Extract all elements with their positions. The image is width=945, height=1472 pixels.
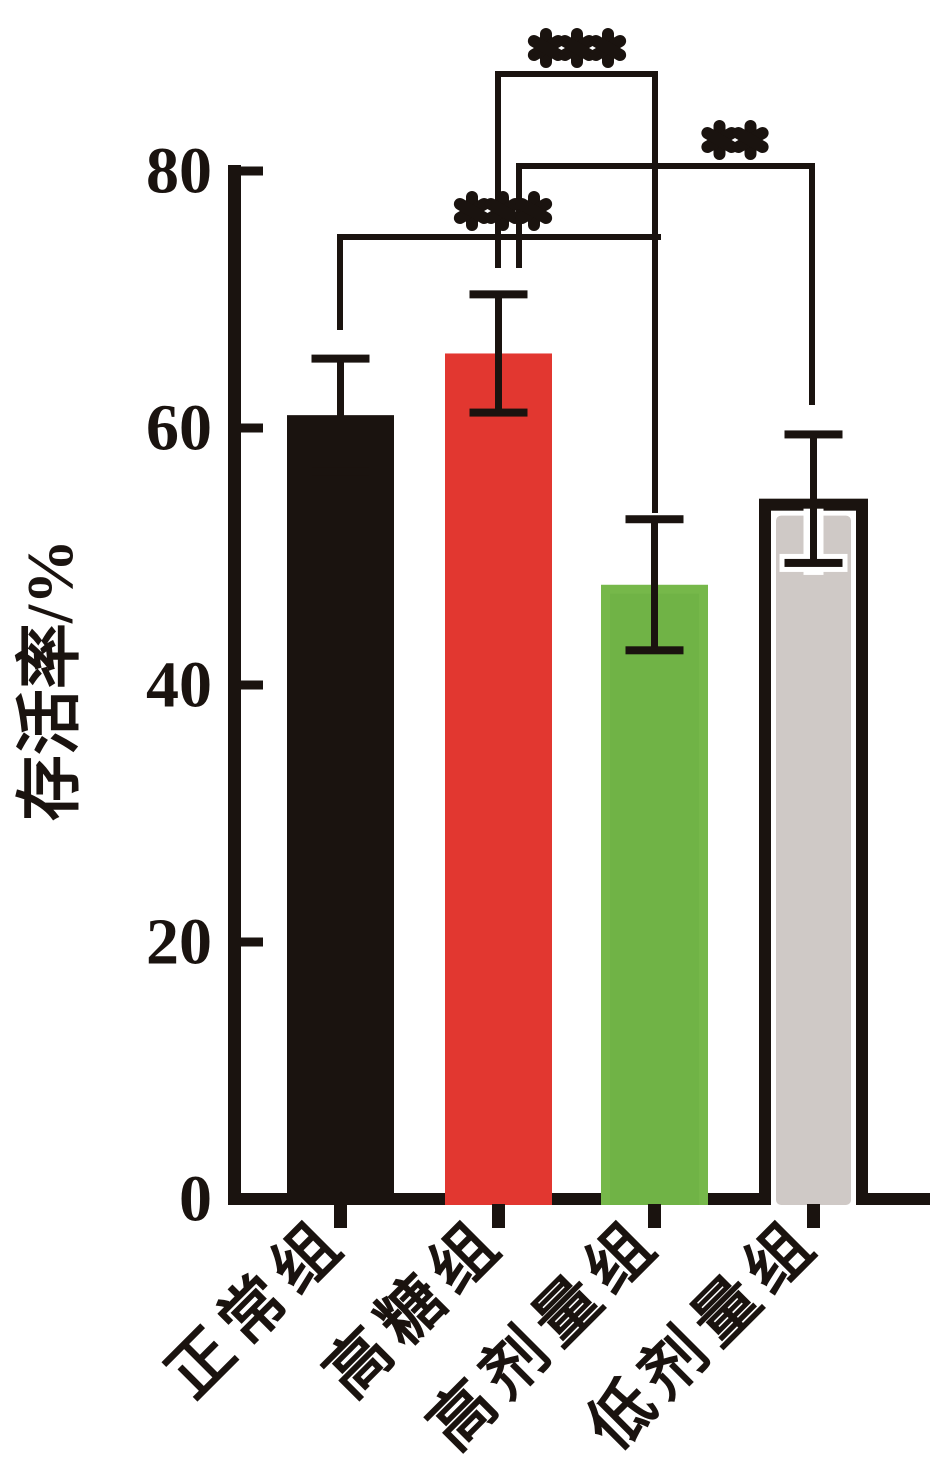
y-tick: [239, 166, 263, 176]
asterisk-petal: [527, 35, 565, 61]
x-tick: [648, 1204, 661, 1228]
asterisk-icon: [732, 120, 769, 160]
asterisk-petal: [453, 198, 491, 224]
axes: [228, 165, 930, 1205]
y-tick-label: 40: [146, 649, 212, 722]
bracket-drop: [337, 234, 343, 330]
error-bar-cap-top: [784, 430, 843, 439]
error-bar-line: [810, 434, 817, 563]
significance-bracket: [337, 191, 661, 330]
y-tick-label: 0: [179, 1163, 212, 1236]
error-bar-cap-bottom: [311, 467, 370, 476]
error-bar-line: [337, 358, 344, 472]
bracket-drop: [652, 71, 658, 513]
error-bar-cap-bottom: [469, 408, 528, 417]
error-bar-line: [651, 519, 658, 651]
y-tick-label: 20: [146, 906, 212, 979]
bracket-drop: [809, 163, 815, 405]
y-axis-line: [228, 165, 241, 1205]
significance-label: [701, 120, 769, 160]
significance-bracket: [516, 120, 815, 405]
x-axis-line: [228, 1193, 930, 1205]
bars-group: [287, 353, 868, 1206]
significance-brackets-group: [337, 28, 815, 513]
y-tick-label: 80: [146, 135, 212, 208]
y-ticks-group: 0 20 40 60 80: [146, 135, 263, 1236]
bar: [287, 415, 394, 1205]
bar: [776, 515, 851, 1205]
x-tick: [334, 1204, 347, 1228]
x-ticks-group: [334, 1204, 820, 1228]
bracket-line: [337, 234, 661, 240]
significance-label: [527, 28, 627, 68]
x-tick: [807, 1204, 820, 1228]
asterisk-petal: [732, 127, 769, 153]
asterisk-petal: [558, 35, 596, 61]
error-bar-line: [495, 294, 502, 413]
asterisk-icon: [453, 191, 491, 231]
asterisk-icon: [527, 28, 565, 68]
bar: [445, 353, 552, 1206]
asterisk-icon: [589, 28, 627, 68]
asterisk-petal: [484, 198, 522, 224]
error-bar-cap-top: [311, 354, 370, 363]
error-bar-cap-bottom: [625, 646, 684, 655]
asterisk-icon: [484, 191, 522, 231]
y-tick: [239, 937, 263, 947]
error-bar-cap-top: [625, 515, 684, 524]
bracket-drop: [495, 71, 501, 268]
y-tick-label: 60: [146, 392, 212, 465]
significance-label: [453, 191, 553, 231]
asterisk-icon: [515, 191, 553, 231]
y-tick: [239, 680, 263, 690]
asterisk-icon: [558, 28, 596, 68]
y-tick: [239, 423, 263, 433]
significance-bracket: [495, 28, 658, 513]
asterisk-icon: [701, 120, 738, 160]
bracket-line: [516, 163, 815, 169]
y-axis-title: 存活率/%: [14, 539, 87, 821]
error-bars-group: [311, 290, 848, 655]
error-bar-cap-top: [469, 290, 528, 299]
x-tick: [492, 1204, 505, 1228]
asterisk-petal: [701, 127, 738, 153]
asterisk-petal: [589, 35, 627, 61]
bracket-line: [495, 71, 658, 77]
bar-inner-shade: [610, 593, 699, 1205]
asterisk-petal: [515, 198, 553, 224]
error-bar-cap-bottom: [784, 558, 843, 567]
